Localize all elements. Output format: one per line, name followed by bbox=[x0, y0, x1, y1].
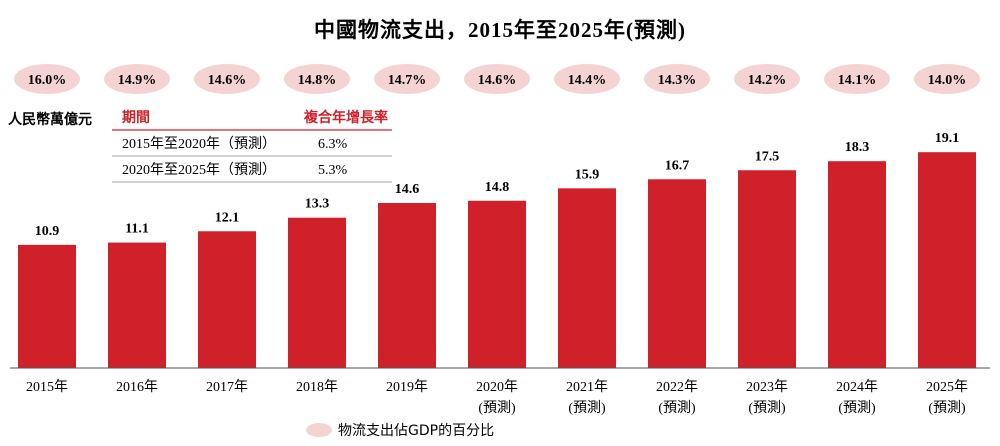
bar-2018年 bbox=[288, 217, 346, 368]
gdp-share-label: 14.7% bbox=[388, 73, 427, 88]
cagr-period-cell: 2020年至2025年（預測） bbox=[122, 162, 276, 178]
gdp-share-ellipse bbox=[914, 64, 980, 94]
bar-2015年 bbox=[18, 244, 76, 368]
gdp-share-ellipse bbox=[194, 64, 260, 94]
bar-value-label: 15.9 bbox=[575, 167, 600, 182]
bar-2017年 bbox=[198, 231, 256, 368]
bar-value-label: 16.7 bbox=[665, 158, 690, 173]
bar-value-label: 14.8 bbox=[485, 180, 510, 195]
gdp-share-label: 14.0% bbox=[928, 73, 967, 88]
bar-2019年 bbox=[378, 203, 436, 368]
x-tick-forecast-note: (預測) bbox=[928, 400, 966, 416]
bar-value-label: 11.1 bbox=[125, 222, 149, 237]
bar-value-label: 19.1 bbox=[935, 131, 960, 146]
x-tick-label: 2020年 bbox=[476, 379, 518, 395]
cagr-period-cell: 2015年至2020年（預測） bbox=[122, 136, 276, 152]
gdp-share-ellipse bbox=[284, 64, 350, 94]
bar-value-label: 12.1 bbox=[215, 210, 240, 225]
bar-2024年 bbox=[828, 161, 886, 368]
gdp-share-label: 14.3% bbox=[658, 73, 697, 88]
gdp-share-ellipse bbox=[554, 64, 620, 94]
gdp-share-ellipse bbox=[824, 64, 890, 94]
gdp-share-label: 16.0% bbox=[28, 73, 67, 88]
bar-value-label: 14.6 bbox=[395, 182, 420, 197]
bar-2022年 bbox=[648, 179, 706, 368]
cagr-rate-cell: 5.3% bbox=[318, 163, 348, 178]
cagr-header-rate: 複合年增長率 bbox=[303, 109, 388, 126]
x-tick-label: 2015年 bbox=[26, 379, 68, 395]
gdp-share-ellipse bbox=[644, 64, 710, 94]
bar-2023年 bbox=[738, 170, 796, 368]
gdp-share-ellipse bbox=[464, 64, 530, 94]
x-tick-label: 2024年 bbox=[836, 379, 878, 395]
gdp-share-label: 14.8% bbox=[298, 73, 337, 88]
x-tick-forecast-note: (預測) bbox=[748, 400, 786, 416]
gdp-share-ellipse bbox=[374, 64, 440, 94]
gdp-share-label: 14.9% bbox=[118, 73, 157, 88]
x-tick-label: 2016年 bbox=[116, 379, 158, 395]
gdp-share-label: 14.1% bbox=[838, 73, 877, 88]
gdp-share-label: 14.4% bbox=[568, 73, 607, 88]
x-tick-forecast-note: (預測) bbox=[478, 400, 516, 416]
x-tick-label: 2022年 bbox=[656, 379, 698, 395]
gdp-share-ellipse bbox=[734, 64, 800, 94]
bar-2020年 bbox=[468, 200, 526, 368]
gdp-share-label: 14.6% bbox=[478, 73, 517, 88]
y-axis-unit-label: 人民幣萬億元 bbox=[8, 111, 92, 128]
gdp-share-label: 14.2% bbox=[748, 73, 787, 88]
bar-value-label: 17.5 bbox=[755, 149, 780, 164]
legend-swatch bbox=[306, 423, 332, 437]
gdp-share-label: 14.6% bbox=[208, 73, 247, 88]
x-tick-label: 2018年 bbox=[296, 379, 338, 395]
bar-value-label: 13.3 bbox=[305, 197, 330, 212]
chart-title: 中國物流支出，2015年至2025年(預測) bbox=[314, 18, 686, 42]
x-tick-label: 2019年 bbox=[386, 379, 428, 395]
bar-2021年 bbox=[558, 188, 616, 368]
bar-value-label: 10.9 bbox=[35, 224, 60, 239]
bar-2016年 bbox=[108, 242, 166, 368]
x-tick-label: 2017年 bbox=[206, 379, 248, 395]
x-tick-label: 2021年 bbox=[566, 379, 608, 395]
x-tick-forecast-note: (預測) bbox=[658, 400, 696, 416]
cagr-header-period: 期間 bbox=[122, 110, 150, 126]
legend-label: 物流支出佔GDP的百分比 bbox=[338, 423, 494, 439]
bar-value-label: 18.3 bbox=[845, 140, 870, 155]
bar-2025年 bbox=[918, 152, 976, 368]
x-tick-forecast-note: (預測) bbox=[838, 400, 876, 416]
cagr-rate-cell: 6.3% bbox=[318, 137, 348, 152]
x-tick-forecast-note: (預測) bbox=[568, 400, 606, 416]
gdp-share-ellipse bbox=[14, 64, 80, 94]
x-tick-label: 2023年 bbox=[746, 379, 788, 395]
gdp-share-ellipse bbox=[104, 64, 170, 94]
x-tick-label: 2025年 bbox=[926, 379, 968, 395]
